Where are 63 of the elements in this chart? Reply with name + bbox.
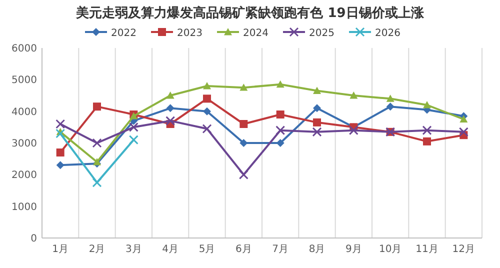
point: [56, 161, 64, 170]
point: [423, 137, 431, 146]
point: [203, 82, 211, 90]
y-tick-label: 1000: [12, 202, 37, 213]
point: [313, 118, 321, 126]
y-tick-label: 0: [30, 234, 37, 244]
legend-label: 2023: [177, 28, 202, 39]
x-tick-label: 1月: [52, 244, 69, 255]
legend-label: 2026: [375, 28, 400, 39]
x-tick-label: 12月: [452, 244, 476, 255]
x-tick-label: 10月: [378, 244, 402, 255]
x-tick-label: 3月: [125, 244, 142, 255]
point: [202, 124, 212, 134]
point: [276, 139, 284, 147]
point: [276, 80, 284, 88]
x-tick-label: 2月: [88, 244, 106, 255]
y-tick-label: 3000: [12, 138, 37, 150]
point: [423, 101, 431, 108]
y-tick-label: 4000: [12, 106, 37, 118]
point: [386, 94, 394, 102]
chart-title: 美元走弱及算力爆发高品锡矿紧缺领跑有色 19日锡价或上涨: [75, 5, 425, 21]
point: [56, 148, 64, 156]
x-tick-label: 9月: [345, 244, 362, 255]
point: [92, 178, 102, 188]
legend-label: 2022: [111, 28, 136, 39]
point: [56, 119, 66, 129]
point: [458, 127, 468, 137]
point: [166, 104, 174, 112]
point: [93, 102, 101, 111]
x-tick-label: 6月: [235, 244, 252, 255]
point: [128, 135, 138, 145]
point: [348, 126, 358, 136]
point: [240, 120, 248, 128]
point: [128, 122, 138, 132]
point: [240, 84, 248, 91]
point: [422, 126, 432, 136]
y-tick-label: 5000: [12, 75, 37, 86]
legend-label: 2024: [243, 28, 268, 39]
point: [203, 107, 211, 116]
point: [166, 92, 174, 99]
point: [460, 115, 468, 122]
point: [203, 94, 211, 103]
point: [386, 102, 394, 111]
y-tick-label: 2000: [12, 170, 37, 182]
y-tick-label: 6000: [12, 44, 37, 54]
point: [93, 158, 101, 166]
point: [92, 138, 102, 148]
point: [276, 110, 284, 118]
point: [56, 128, 66, 138]
x-tick-label: 8月: [308, 244, 326, 255]
point: [240, 139, 248, 147]
x-tick-label: 4月: [162, 244, 179, 255]
point: [238, 170, 248, 180]
point: [312, 127, 322, 137]
x-tick-label: 11月: [416, 244, 438, 255]
point: [166, 116, 176, 126]
point: [350, 92, 358, 99]
point: [276, 126, 286, 136]
legend-label: 2025: [309, 28, 334, 39]
x-tick-label: 7月: [272, 244, 289, 255]
point: [313, 104, 321, 112]
x-tick-label: 5月: [198, 244, 216, 255]
point: [313, 86, 321, 94]
